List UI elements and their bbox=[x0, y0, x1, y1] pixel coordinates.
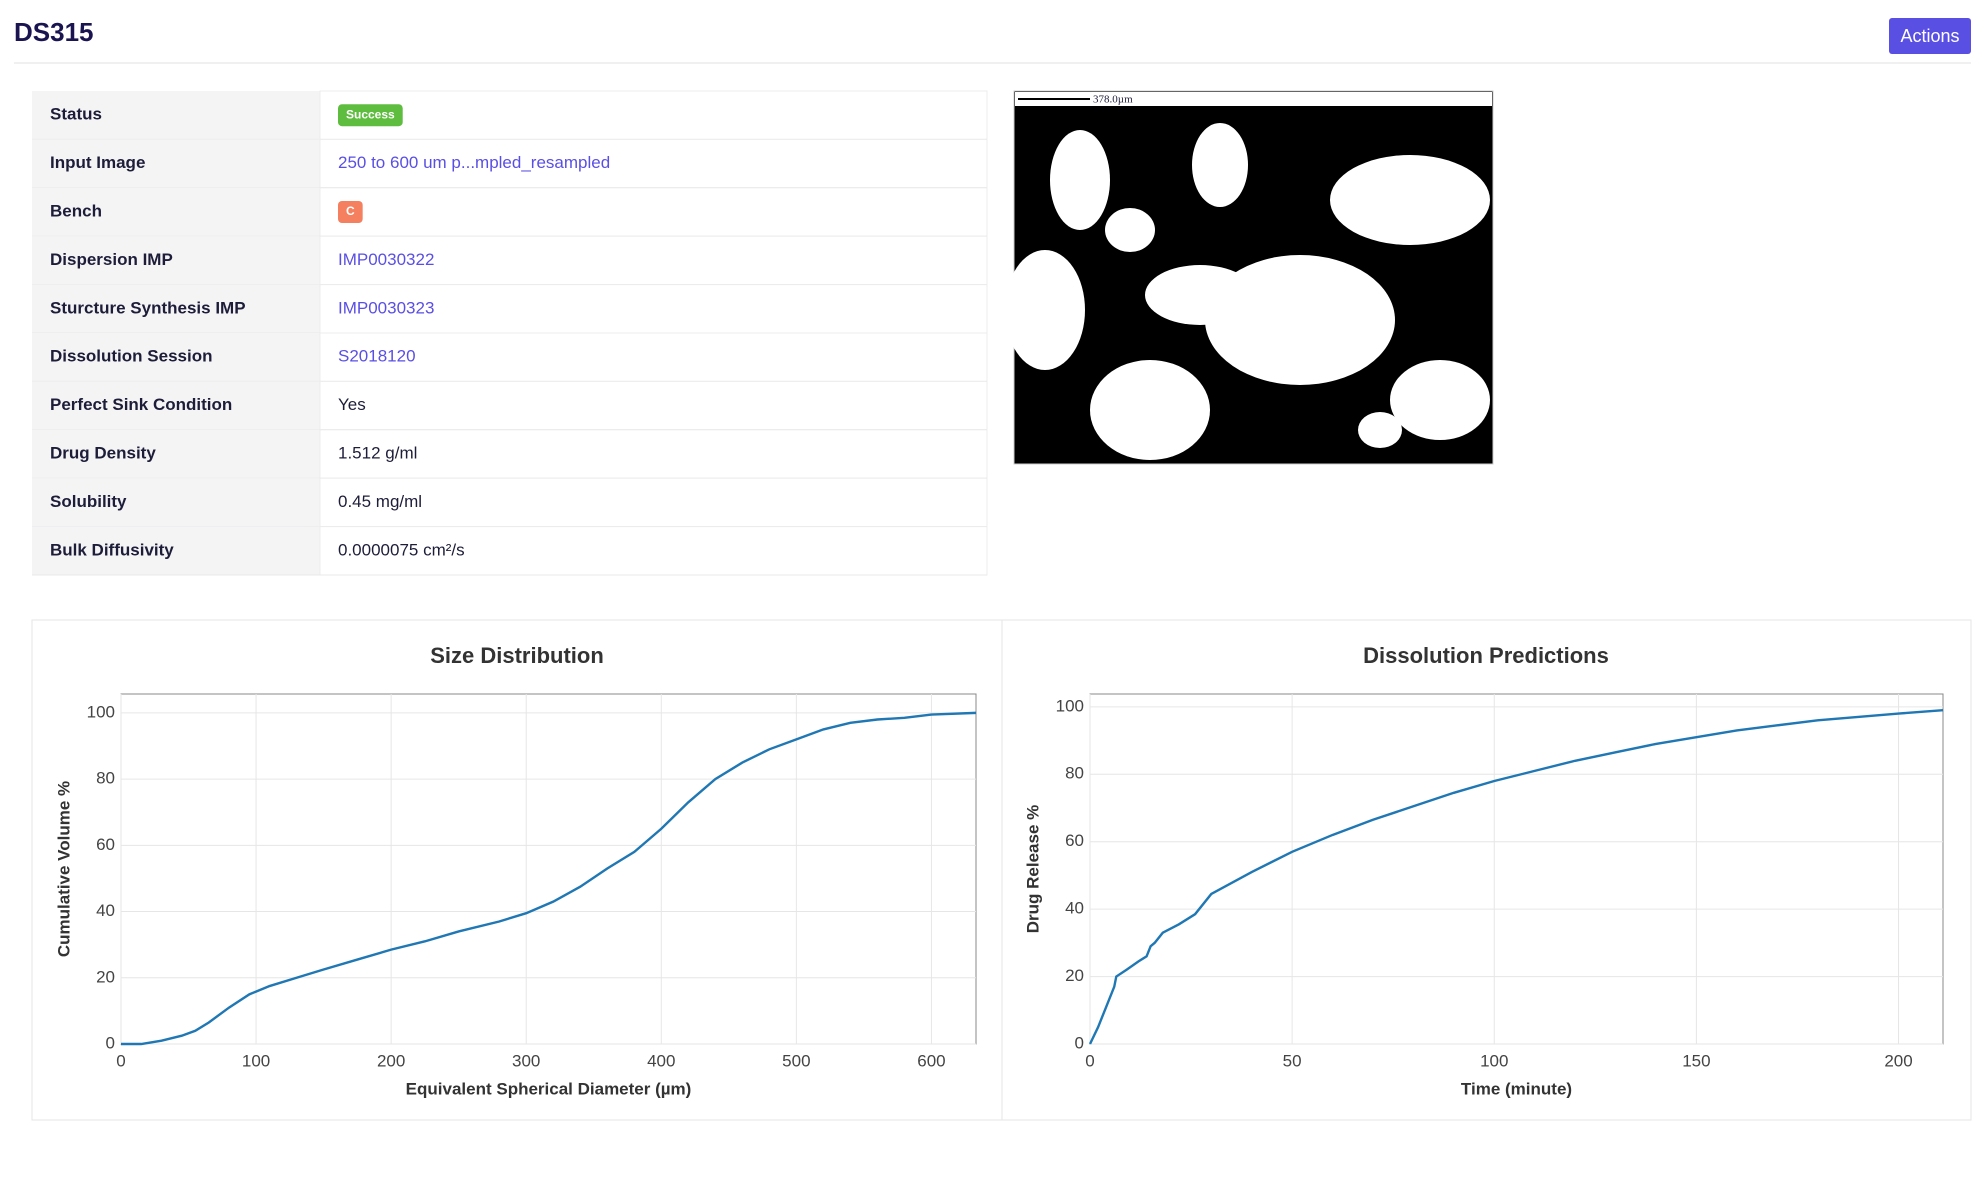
row-label: Dispersion IMP bbox=[50, 250, 173, 269]
y-tick-label: 100 bbox=[87, 702, 115, 721]
actions-button[interactable] bbox=[1889, 18, 1971, 54]
row-value: 1.512 g/ml bbox=[338, 443, 417, 462]
y-tick-label: 40 bbox=[96, 901, 115, 920]
row-value: 0.45 mg/ml bbox=[338, 492, 422, 511]
x-axis-label: Time (minute) bbox=[1461, 1079, 1572, 1098]
y-tick-label: 60 bbox=[1065, 831, 1084, 850]
value-cell bbox=[319, 332, 988, 382]
row-value: 0.0000075 cm²/s bbox=[338, 540, 465, 559]
row-label: Perfect Sink Condition bbox=[50, 395, 232, 414]
y-tick-label: 20 bbox=[96, 967, 115, 986]
y-axis-label: Drug Release % bbox=[1023, 805, 1042, 934]
value-cell bbox=[319, 429, 988, 479]
link[interactable]: 250 to 600 um p...mpled_resampled bbox=[338, 153, 610, 172]
plot-area bbox=[120, 693, 977, 1045]
row-label: Bulk Diffusivity bbox=[50, 540, 174, 559]
actions-label[interactable]: Actions bbox=[1900, 26, 1959, 46]
row-label: Solubility bbox=[50, 492, 127, 511]
value-cell bbox=[319, 284, 988, 334]
link[interactable]: IMP0030323 bbox=[338, 298, 434, 317]
x-tick-label: 300 bbox=[512, 1051, 540, 1070]
badge-label: C bbox=[346, 204, 355, 218]
row-label: Sturcture Synthesis IMP bbox=[50, 298, 246, 317]
value-cell bbox=[319, 235, 988, 286]
label-cell bbox=[32, 333, 320, 382]
y-tick-label: 0 bbox=[1075, 1033, 1084, 1052]
label-cell bbox=[32, 187, 320, 237]
scale-label: 378.0µm bbox=[1093, 94, 1133, 106]
value-cell bbox=[319, 526, 988, 576]
badge bbox=[338, 201, 363, 223]
plot-area bbox=[1089, 693, 1944, 1045]
y-tick-label: 60 bbox=[96, 835, 115, 854]
x-tick-label: 500 bbox=[782, 1051, 810, 1070]
label-cell bbox=[32, 91, 320, 140]
value-cell bbox=[319, 380, 988, 431]
y-tick-label: 0 bbox=[106, 1033, 115, 1052]
x-tick-label: 150 bbox=[1682, 1051, 1710, 1070]
label-cell bbox=[32, 139, 320, 188]
value-cell bbox=[319, 477, 988, 528]
label-cell bbox=[32, 478, 320, 527]
x-tick-label: 0 bbox=[116, 1051, 125, 1070]
badge bbox=[338, 104, 403, 127]
x-tick-label: 100 bbox=[242, 1051, 270, 1070]
x-tick-label: 200 bbox=[377, 1051, 405, 1070]
label-cell bbox=[32, 381, 320, 430]
x-axis-label: Equivalent Spherical Diameter (µm) bbox=[406, 1079, 692, 1098]
x-tick-label: 100 bbox=[1480, 1051, 1508, 1070]
x-tick-label: 200 bbox=[1884, 1051, 1912, 1070]
data-line bbox=[1088, 708, 1944, 1045]
data-line bbox=[121, 711, 977, 1046]
page-title: DS315 bbox=[14, 17, 94, 47]
micrograph: 378.0µm bbox=[1005, 90, 1494, 465]
value-cell bbox=[319, 187, 988, 237]
value-cell bbox=[319, 138, 988, 189]
value-cell bbox=[319, 90, 988, 140]
y-tick-label: 100 bbox=[1056, 696, 1084, 715]
y-tick-label: 20 bbox=[1065, 966, 1084, 985]
x-tick-label: 50 bbox=[1283, 1051, 1302, 1070]
label-cell bbox=[32, 284, 320, 333]
row-label: Drug Density bbox=[50, 443, 156, 462]
y-axis-label: Cumulative Volume % bbox=[54, 781, 73, 957]
row-label: Status bbox=[50, 105, 102, 124]
label-cell bbox=[32, 236, 320, 285]
label-cell bbox=[32, 526, 320, 575]
y-tick-label: 80 bbox=[1065, 764, 1084, 783]
row-label: Dissolution Session bbox=[50, 347, 212, 366]
link[interactable]: IMP0030322 bbox=[338, 250, 434, 269]
row-value: Yes bbox=[338, 395, 366, 414]
chart-title: Dissolution Predictions bbox=[1363, 643, 1609, 668]
chart-title: Size Distribution bbox=[430, 643, 604, 668]
link[interactable]: S2018120 bbox=[338, 347, 416, 366]
badge-label: Success bbox=[346, 107, 395, 121]
label-cell bbox=[32, 429, 320, 479]
y-tick-label: 40 bbox=[1065, 899, 1084, 918]
row-label: Input Image bbox=[50, 153, 145, 172]
x-tick-label: 0 bbox=[1085, 1051, 1094, 1070]
x-tick-label: 400 bbox=[647, 1051, 675, 1070]
row-label: Bench bbox=[50, 201, 102, 220]
y-tick-label: 80 bbox=[96, 769, 115, 788]
x-tick-label: 600 bbox=[917, 1051, 945, 1070]
